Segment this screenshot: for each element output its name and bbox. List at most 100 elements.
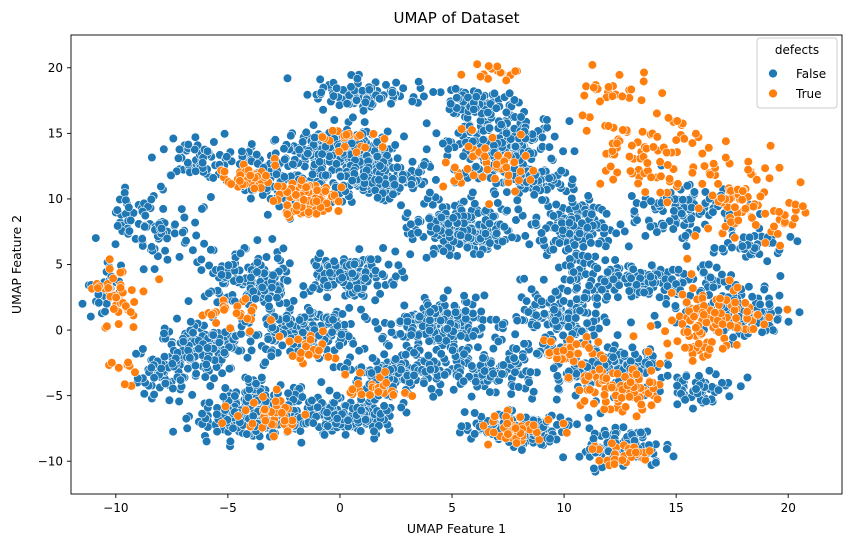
data-point-true bbox=[652, 132, 662, 142]
data-point-false bbox=[247, 139, 257, 149]
data-point-true bbox=[667, 288, 677, 298]
data-point-false bbox=[202, 436, 212, 447]
data-point-false bbox=[462, 243, 473, 253]
data-point-false bbox=[251, 379, 261, 389]
data-point-false bbox=[624, 241, 634, 251]
data-point-true bbox=[438, 181, 448, 192]
data-point-false bbox=[548, 244, 558, 255]
data-point-false bbox=[600, 255, 610, 265]
data-point-false bbox=[536, 228, 547, 238]
data-point-false bbox=[525, 367, 536, 377]
data-point-false bbox=[285, 258, 295, 268]
data-point-true bbox=[582, 126, 592, 136]
data-point-false bbox=[588, 434, 599, 444]
data-point-true bbox=[317, 132, 327, 142]
data-point-true bbox=[765, 141, 776, 151]
data-point-true bbox=[577, 110, 588, 120]
data-point-false bbox=[159, 144, 169, 154]
data-point-false bbox=[283, 388, 293, 398]
data-point-false bbox=[337, 309, 348, 319]
data-point-false bbox=[206, 245, 216, 255]
data-point-false bbox=[174, 252, 185, 262]
data-point-true bbox=[240, 294, 251, 304]
data-point-true bbox=[128, 322, 139, 332]
data-point-false bbox=[162, 233, 172, 243]
data-point-false bbox=[267, 283, 277, 293]
data-point-false bbox=[223, 260, 233, 270]
data-point-false bbox=[268, 270, 278, 280]
data-point-false bbox=[632, 215, 642, 225]
data-point-true bbox=[467, 125, 477, 135]
data-point-false bbox=[197, 409, 207, 419]
data-point-false bbox=[556, 166, 566, 176]
data-point-true bbox=[603, 82, 614, 92]
data-point-false bbox=[470, 429, 480, 439]
data-point-true bbox=[743, 157, 753, 167]
data-point-true bbox=[660, 326, 670, 336]
data-point-true bbox=[501, 75, 511, 85]
data-point-true bbox=[616, 393, 627, 403]
data-point-false bbox=[175, 375, 186, 385]
data-point-false bbox=[399, 131, 409, 141]
data-point-false bbox=[532, 320, 542, 331]
data-point-false bbox=[438, 293, 449, 303]
data-point-false bbox=[373, 193, 383, 203]
data-point-false bbox=[242, 353, 253, 363]
data-point-false bbox=[272, 293, 282, 303]
data-point-false bbox=[587, 209, 597, 219]
data-point-false bbox=[519, 339, 529, 349]
data-point-true bbox=[483, 440, 493, 450]
data-point-false bbox=[467, 361, 477, 371]
data-point-false bbox=[323, 281, 333, 291]
data-point-false bbox=[470, 408, 480, 418]
data-point-false bbox=[491, 315, 501, 325]
data-point-false bbox=[493, 336, 504, 347]
data-point-false bbox=[484, 123, 495, 133]
data-point-false bbox=[501, 128, 512, 138]
data-point-true bbox=[687, 138, 698, 148]
data-point-true bbox=[633, 178, 643, 189]
data-point-false bbox=[550, 316, 560, 326]
data-point-false bbox=[688, 404, 698, 414]
data-point-false bbox=[220, 383, 230, 393]
data-point-false bbox=[498, 319, 508, 330]
data-point-false bbox=[315, 74, 325, 84]
data-point-true bbox=[625, 166, 636, 176]
data-point-false bbox=[610, 255, 620, 265]
data-point-false bbox=[461, 314, 471, 324]
data-point-false bbox=[589, 463, 599, 474]
data-point-false bbox=[423, 350, 434, 361]
data-point-false bbox=[485, 387, 495, 397]
data-point-false bbox=[649, 311, 660, 321]
data-point-false bbox=[518, 352, 528, 362]
data-point-true bbox=[478, 421, 489, 431]
data-point-false bbox=[164, 395, 174, 405]
data-point-false bbox=[546, 154, 556, 164]
data-point-true bbox=[655, 157, 665, 167]
data-point-true bbox=[299, 195, 309, 205]
data-point-false bbox=[744, 282, 754, 292]
data-point-false bbox=[549, 363, 559, 373]
data-point-false bbox=[328, 315, 338, 325]
data-point-true bbox=[260, 404, 270, 415]
data-point-false bbox=[471, 292, 481, 303]
data-point-true bbox=[269, 431, 279, 442]
data-point-false bbox=[488, 344, 499, 354]
data-point-true bbox=[707, 190, 718, 201]
data-point-false bbox=[347, 268, 357, 279]
data-point-true bbox=[687, 168, 698, 178]
data-point-true bbox=[645, 446, 655, 456]
data-point-true bbox=[614, 70, 625, 80]
data-point-false bbox=[257, 282, 267, 293]
data-point-true bbox=[300, 410, 310, 420]
data-point-false bbox=[298, 137, 308, 147]
data-point-false bbox=[511, 344, 521, 354]
data-point-false bbox=[140, 222, 150, 232]
data-point-false bbox=[537, 132, 548, 142]
data-point-false bbox=[473, 342, 483, 352]
data-point-true bbox=[748, 202, 759, 212]
data-point-false bbox=[409, 348, 419, 358]
data-point-false bbox=[517, 445, 527, 455]
data-point-false bbox=[567, 193, 577, 204]
data-point-false bbox=[209, 137, 219, 147]
